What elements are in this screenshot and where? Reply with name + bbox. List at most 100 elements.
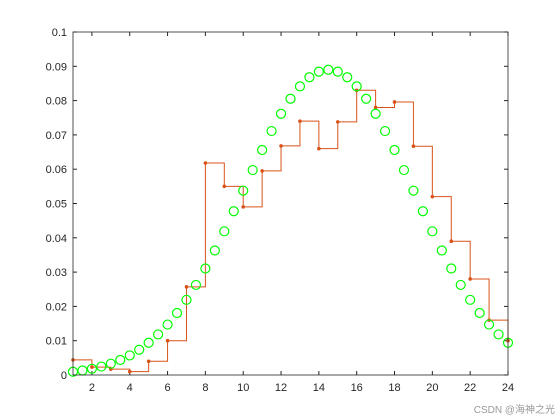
marker <box>455 279 466 291</box>
stair-point <box>411 144 416 149</box>
stair-step <box>129 361 150 373</box>
y-tick-label: 0.04 <box>46 233 67 245</box>
marker <box>171 307 183 319</box>
stair-step <box>243 170 263 208</box>
marker <box>379 125 391 137</box>
x-tick-label: 12 <box>275 382 287 394</box>
y-tick-label: 0.02 <box>46 301 67 313</box>
marker <box>408 185 419 196</box>
stair-point <box>90 365 94 369</box>
marker <box>143 337 154 348</box>
stair-point <box>449 239 454 244</box>
axes-box <box>72 31 509 376</box>
marker <box>200 263 211 274</box>
marker <box>124 350 135 361</box>
y-tick-label: 0.1 <box>52 27 67 39</box>
x-tick-label: 8 <box>202 382 208 394</box>
marker <box>238 185 249 196</box>
y-tick-label: 0 <box>61 370 67 382</box>
marker <box>351 81 362 92</box>
marker <box>153 329 164 340</box>
marker <box>332 66 343 77</box>
stair-step <box>356 89 377 108</box>
stair-point <box>298 119 302 123</box>
marker <box>247 164 258 176</box>
marker <box>398 164 410 176</box>
stair-point <box>241 205 246 209</box>
stair-step <box>148 340 169 362</box>
marker <box>361 93 372 104</box>
stair-point <box>146 359 151 364</box>
stair-point <box>430 194 435 199</box>
marker <box>275 108 287 119</box>
marker <box>323 64 334 75</box>
stair-point <box>373 105 378 110</box>
marker <box>219 226 230 237</box>
y-tick-label: 0.07 <box>46 130 67 142</box>
marker <box>465 294 476 305</box>
marker <box>493 329 504 340</box>
stair-step <box>394 101 414 147</box>
stair-point <box>165 338 170 343</box>
y-tick-label: 0.05 <box>46 199 67 211</box>
stair-point <box>203 161 208 165</box>
marker <box>370 108 381 119</box>
marker <box>389 144 400 156</box>
watermark: CSDN @海神之光 <box>474 403 555 416</box>
marker <box>483 319 495 330</box>
x-tick-label: 14 <box>313 382 325 394</box>
stair-step <box>470 278 490 321</box>
marker <box>228 206 239 217</box>
stair-point <box>260 169 264 173</box>
marker <box>190 279 202 291</box>
marker <box>285 93 296 104</box>
y-tick-label: 0.06 <box>46 164 67 176</box>
stair-point <box>468 277 472 281</box>
marker <box>313 66 324 77</box>
stair-point <box>279 144 283 148</box>
marker <box>436 245 447 256</box>
plot-area <box>73 32 508 375</box>
x-tick-label: 22 <box>464 382 476 394</box>
x-tick-label: 20 <box>426 382 438 394</box>
y-tick-label: 0.08 <box>46 96 67 108</box>
marker <box>474 307 485 319</box>
x-tick-label: 24 <box>502 382 514 394</box>
x-tick-label: 2 <box>89 382 95 394</box>
marker <box>304 72 315 83</box>
marker <box>86 363 98 374</box>
x-tick-label: 16 <box>351 382 363 394</box>
stair-point <box>335 120 340 124</box>
marker <box>105 358 116 369</box>
marker <box>342 72 353 83</box>
stair-point <box>317 146 321 151</box>
marker <box>257 144 268 156</box>
stair-step <box>337 90 358 123</box>
marker <box>181 294 192 305</box>
stair-step <box>205 162 225 187</box>
stair-step <box>186 163 206 288</box>
stair-point <box>127 369 132 374</box>
stair-step <box>299 120 320 149</box>
x-tick-label: 10 <box>237 382 249 394</box>
stair-step <box>451 240 471 279</box>
marker <box>294 81 306 92</box>
marker <box>134 344 145 355</box>
marker <box>266 125 277 137</box>
stair-step <box>318 121 339 150</box>
x-tick-label: 18 <box>388 382 400 394</box>
stair-step <box>281 121 301 147</box>
stair-point <box>392 100 397 104</box>
stair-step <box>375 101 396 108</box>
stair-step <box>262 145 282 172</box>
y-tick-label: 0.01 <box>46 336 67 348</box>
stair-point <box>222 184 227 189</box>
marker <box>209 245 220 256</box>
marker <box>162 319 173 330</box>
marker <box>96 361 107 372</box>
y-tick-label: 0.09 <box>46 61 67 73</box>
x-tick-label: 6 <box>165 382 171 394</box>
marker <box>115 354 126 366</box>
